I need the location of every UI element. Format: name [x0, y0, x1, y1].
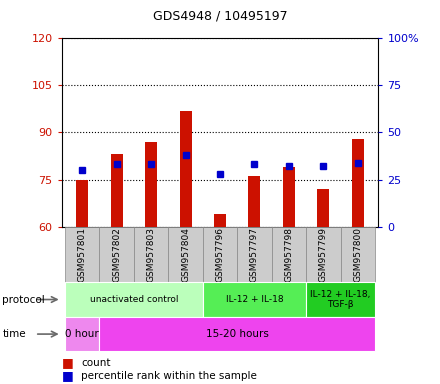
Bar: [99, 317, 375, 351]
Bar: [203, 227, 237, 282]
Bar: [283, 167, 295, 227]
Bar: [203, 282, 306, 317]
Text: GSM957803: GSM957803: [147, 227, 156, 282]
Text: GSM957799: GSM957799: [319, 227, 328, 282]
Bar: [169, 227, 203, 282]
Bar: [317, 189, 329, 227]
Text: IL-12 + IL-18,
TGF-β: IL-12 + IL-18, TGF-β: [310, 290, 371, 309]
Bar: [180, 111, 191, 227]
Bar: [65, 317, 99, 351]
Text: protocol: protocol: [2, 295, 45, 305]
Text: GSM957797: GSM957797: [250, 227, 259, 282]
Bar: [145, 142, 157, 227]
Text: ■: ■: [62, 356, 73, 369]
Text: IL-12 + IL-18: IL-12 + IL-18: [226, 295, 283, 304]
Text: count: count: [81, 358, 111, 368]
Bar: [65, 227, 99, 282]
Text: GSM957798: GSM957798: [284, 227, 293, 282]
Bar: [214, 214, 226, 227]
Text: percentile rank within the sample: percentile rank within the sample: [81, 371, 257, 381]
Bar: [237, 227, 271, 282]
Text: ■: ■: [62, 369, 73, 382]
Bar: [111, 154, 123, 227]
Bar: [306, 227, 341, 282]
Bar: [271, 227, 306, 282]
Text: GDS4948 / 10495197: GDS4948 / 10495197: [153, 10, 287, 23]
Bar: [341, 227, 375, 282]
Text: 15-20 hours: 15-20 hours: [206, 329, 269, 339]
Bar: [134, 227, 169, 282]
Text: GSM957804: GSM957804: [181, 227, 190, 282]
Text: GSM957801: GSM957801: [78, 227, 87, 282]
Bar: [306, 282, 375, 317]
Text: GSM957796: GSM957796: [216, 227, 224, 282]
Bar: [99, 227, 134, 282]
Bar: [65, 282, 203, 317]
Text: unactivated control: unactivated control: [90, 295, 178, 304]
Text: GSM957800: GSM957800: [353, 227, 362, 282]
Bar: [249, 176, 260, 227]
Text: time: time: [2, 329, 26, 339]
Bar: [76, 180, 88, 227]
Text: GSM957802: GSM957802: [112, 227, 121, 282]
Bar: [352, 139, 364, 227]
Text: 0 hour: 0 hour: [66, 329, 99, 339]
